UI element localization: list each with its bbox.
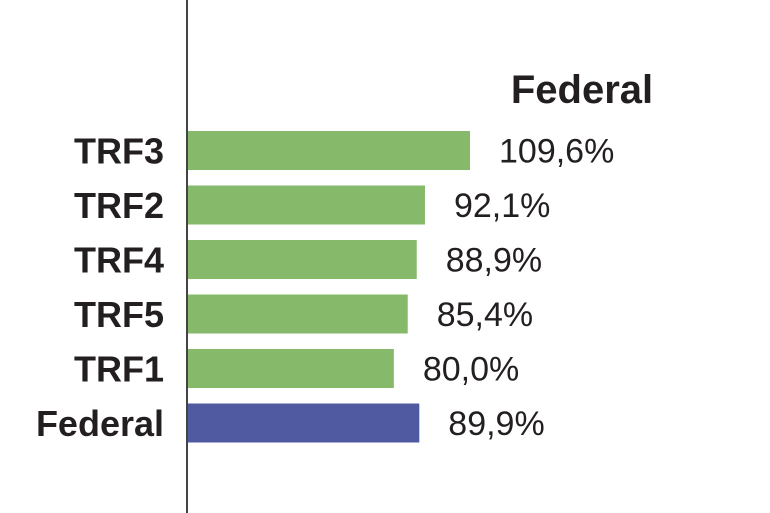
bar-federal xyxy=(188,403,420,443)
category-label-trf3: TRF3 xyxy=(74,131,164,172)
bar-trf4 xyxy=(188,240,417,279)
value-label-trf3: 109,6% xyxy=(499,133,614,171)
category-label-trf4: TRF4 xyxy=(74,240,164,281)
category-label-federal: Federal xyxy=(36,403,164,444)
bar-trf2 xyxy=(188,185,425,225)
category-label-trf1: TRF1 xyxy=(74,349,164,390)
bars-group: TRF3 109,6% TRF2 92,1% TRF4 88,9% TRF5 85,4% TRF… xyxy=(36,131,614,445)
value-label-trf4: 88,9% xyxy=(446,242,542,280)
value-label-federal: 89,9% xyxy=(448,405,544,443)
bar-trf3 xyxy=(188,131,470,170)
bar-trf1 xyxy=(188,349,394,388)
bar-trf5 xyxy=(188,294,408,334)
value-label-trf2: 92,1% xyxy=(454,187,550,225)
value-label-trf1: 80,0% xyxy=(423,351,519,389)
value-label-trf5: 85,4% xyxy=(437,296,533,334)
category-label-trf2: TRF2 xyxy=(74,185,164,226)
category-label-trf5: TRF5 xyxy=(74,294,164,335)
chart-title: Federal xyxy=(511,68,653,112)
